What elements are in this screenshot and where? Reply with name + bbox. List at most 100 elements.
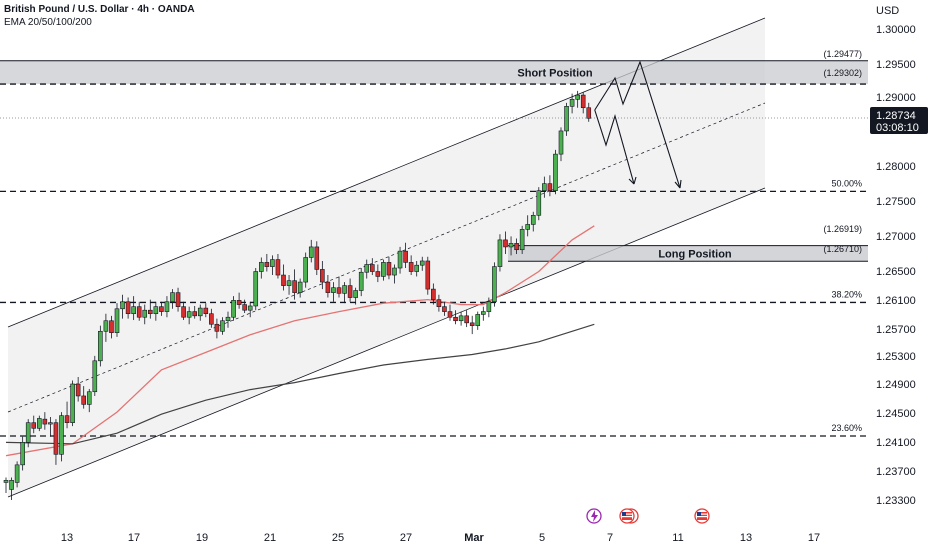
x-tick-label: 21 bbox=[264, 532, 276, 544]
candle-body bbox=[336, 287, 342, 294]
candle bbox=[419, 256, 425, 271]
candle bbox=[492, 262, 497, 307]
candle-body bbox=[503, 239, 508, 248]
candle bbox=[275, 253, 281, 279]
candle bbox=[536, 187, 542, 221]
candle-body bbox=[153, 306, 159, 315]
candle-body bbox=[403, 250, 408, 263]
candle-body bbox=[320, 269, 325, 283]
candle-body bbox=[131, 306, 136, 315]
candle-body bbox=[369, 264, 375, 272]
candle bbox=[297, 278, 303, 298]
candle bbox=[197, 304, 203, 321]
chart-header-indicators: EMA 20/50/100/200 bbox=[4, 17, 92, 28]
candle-body bbox=[475, 314, 481, 326]
candle-body bbox=[514, 243, 519, 251]
candle bbox=[486, 297, 492, 318]
candle bbox=[70, 380, 75, 427]
candle-body bbox=[270, 259, 275, 267]
candle bbox=[564, 102, 569, 136]
event-us-flag-icon[interactable] bbox=[694, 508, 710, 524]
candle-body bbox=[142, 309, 148, 318]
candle-body bbox=[220, 320, 225, 332]
channel-mid-line bbox=[7, 102, 766, 413]
candle bbox=[553, 149, 558, 195]
economic-events[interactable] bbox=[586, 508, 710, 524]
y-tick-label: 1.30000 bbox=[876, 24, 916, 36]
y-tick-label: 1.24900 bbox=[876, 379, 916, 391]
candle bbox=[342, 282, 347, 304]
candle-body bbox=[225, 316, 231, 322]
level-annotations: (1.29477) (1.29302) (1.26919) (1.26710) … bbox=[823, 49, 862, 433]
candle-body bbox=[70, 383, 75, 423]
candle-body bbox=[286, 280, 292, 286]
candle-body bbox=[525, 224, 531, 230]
candle bbox=[408, 255, 414, 276]
candle bbox=[281, 264, 286, 291]
candle-body bbox=[281, 274, 286, 286]
candle-body bbox=[425, 260, 431, 290]
candle bbox=[81, 386, 86, 409]
candle-body bbox=[414, 264, 420, 272]
candle bbox=[42, 412, 48, 430]
projection-path-2 bbox=[594, 109, 635, 185]
candle bbox=[181, 301, 186, 321]
fib-23-annotation: 23.60% bbox=[831, 423, 862, 433]
candle-body bbox=[486, 301, 492, 312]
candle-body bbox=[442, 306, 447, 312]
x-tick-label: 19 bbox=[196, 532, 208, 544]
candle-body bbox=[547, 183, 553, 191]
y-tick-label: 1.27000 bbox=[876, 231, 916, 243]
candle bbox=[114, 303, 120, 337]
candle bbox=[86, 388, 92, 413]
candle-body bbox=[386, 262, 392, 276]
candle bbox=[375, 264, 381, 283]
candle-body bbox=[392, 267, 397, 276]
candle-body bbox=[247, 305, 253, 311]
candle-body bbox=[292, 280, 297, 293]
candle bbox=[242, 299, 247, 314]
candle-body bbox=[31, 422, 37, 429]
candle-body bbox=[92, 360, 98, 393]
short-zone-top-annotation: (1.29477) bbox=[823, 49, 862, 59]
candle-body bbox=[159, 306, 164, 312]
candle bbox=[36, 415, 42, 432]
price-axis[interactable]: USD 1.30000 1.29500 1.29000 1.28000 1.27500 1… bbox=[876, 5, 916, 507]
candle-body bbox=[519, 229, 525, 251]
candle-body bbox=[114, 308, 120, 333]
candle bbox=[164, 296, 170, 318]
candle bbox=[547, 175, 553, 197]
candle bbox=[453, 310, 458, 325]
candle-body bbox=[275, 259, 281, 276]
candle-body bbox=[342, 285, 347, 294]
candle-body bbox=[14, 464, 20, 483]
candle bbox=[336, 276, 342, 298]
event-lightning-icon[interactable] bbox=[586, 508, 602, 524]
x-tick-label: 13 bbox=[61, 532, 73, 544]
candle-body bbox=[53, 422, 59, 455]
candle-body bbox=[353, 290, 358, 298]
candle-body bbox=[236, 300, 242, 305]
position-zones: Short Position Long Position bbox=[517, 67, 732, 260]
channel-lower-line bbox=[7, 187, 766, 498]
candle bbox=[75, 376, 81, 402]
x-tick-label: Mar bbox=[464, 532, 484, 544]
candle bbox=[264, 253, 270, 272]
candle-body bbox=[436, 299, 442, 307]
long-position-zone bbox=[508, 245, 868, 262]
candle-body bbox=[258, 262, 264, 272]
candle bbox=[103, 313, 109, 342]
candle bbox=[120, 294, 125, 319]
event-us-flag-icon[interactable] bbox=[619, 508, 639, 524]
candle-body bbox=[109, 320, 114, 333]
candle-body bbox=[125, 301, 131, 315]
candle-body bbox=[408, 262, 414, 272]
candle bbox=[220, 317, 225, 335]
x-tick-label: 25 bbox=[332, 532, 344, 544]
y-tick-label: 1.24100 bbox=[876, 437, 916, 449]
ema-lines bbox=[5, 225, 595, 457]
time-axis[interactable]: 13 17 19 21 25 27 Mar 5 7 11 13 17 bbox=[61, 532, 820, 544]
candle bbox=[431, 283, 436, 305]
candle-body bbox=[9, 480, 14, 490]
